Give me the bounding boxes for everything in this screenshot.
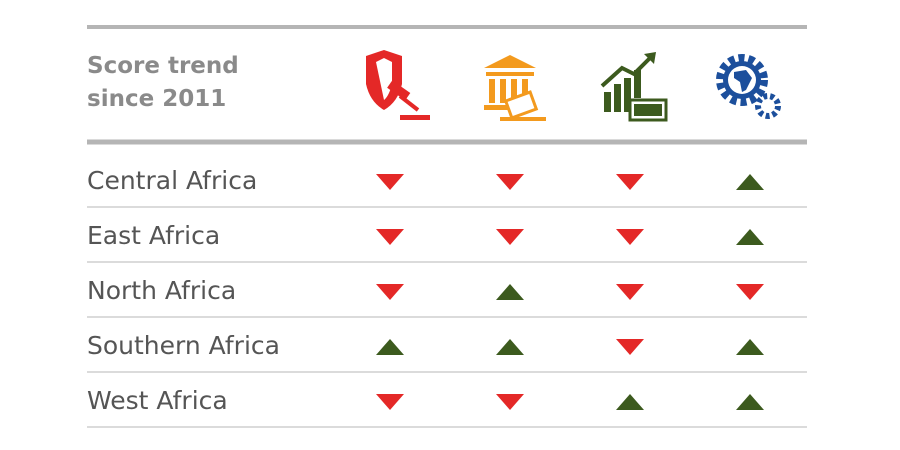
trend-up [616,394,644,410]
trend-down [376,174,404,190]
trend-up [496,284,524,300]
row-label: East Africa [87,221,220,250]
trend-down [496,394,524,410]
icon-justice [366,50,430,120]
trend-up [376,339,404,355]
trend-down [376,284,404,300]
trend-down [616,174,644,190]
trend-down [376,229,404,245]
trend-up [736,229,764,245]
row-label: North Africa [87,276,236,305]
header-line: Score trend [87,53,239,79]
trend-up [496,339,524,355]
icon-economy [600,52,668,122]
header-line: since 2011 [87,86,226,112]
row-label: West Africa [87,386,228,415]
trend-down [496,174,524,190]
trend-down [616,284,644,300]
row-label: Southern Africa [87,331,280,360]
trend-down [616,339,644,355]
icon-development [716,54,781,119]
row-label: Central Africa [87,166,257,195]
trend-up [736,394,764,410]
trend-up [736,339,764,355]
trend-up [736,174,764,190]
trend-down [616,229,644,245]
trend-down [736,284,764,300]
trend-down [496,229,524,245]
icon-institution [484,55,546,121]
trend-down [376,394,404,410]
